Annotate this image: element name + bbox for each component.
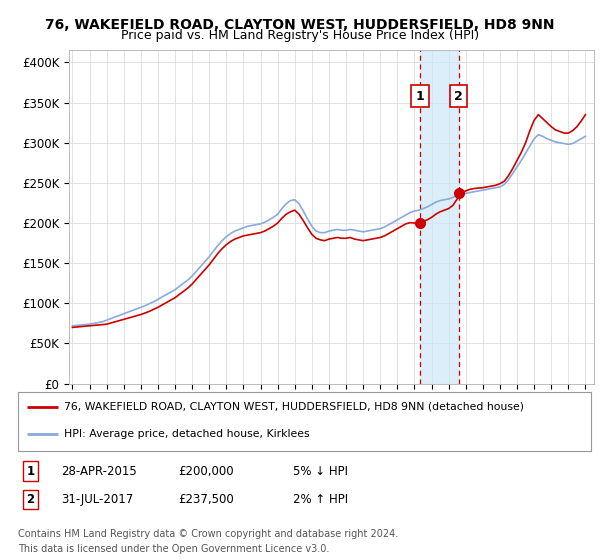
Text: 31-JUL-2017: 31-JUL-2017 [61, 493, 133, 506]
Bar [420, 50, 458, 384]
Text: 76, WAKEFIELD ROAD, CLAYTON WEST, HUDDERSFIELD, HD8 9NN (detached house): 76, WAKEFIELD ROAD, CLAYTON WEST, HUDDER… [64, 402, 524, 412]
Text: 1: 1 [416, 90, 424, 102]
Text: 2: 2 [26, 493, 35, 506]
Text: 5% ↓ HPI: 5% ↓ HPI [293, 465, 348, 478]
Text: This data is licensed under the Open Government Licence v3.0.: This data is licensed under the Open Gov… [18, 544, 329, 554]
Text: £200,000: £200,000 [178, 465, 234, 478]
Text: 2: 2 [454, 90, 463, 102]
Text: HPI: Average price, detached house, Kirklees: HPI: Average price, detached house, Kirk… [64, 430, 310, 440]
Text: 76, WAKEFIELD ROAD, CLAYTON WEST, HUDDERSFIELD, HD8 9NN: 76, WAKEFIELD ROAD, CLAYTON WEST, HUDDER… [45, 18, 555, 32]
Text: 1: 1 [26, 465, 35, 478]
Text: 28-APR-2015: 28-APR-2015 [61, 465, 137, 478]
Text: Price paid vs. HM Land Registry's House Price Index (HPI): Price paid vs. HM Land Registry's House … [121, 29, 479, 42]
Text: 2% ↑ HPI: 2% ↑ HPI [293, 493, 348, 506]
Text: £237,500: £237,500 [178, 493, 234, 506]
Text: Contains HM Land Registry data © Crown copyright and database right 2024.: Contains HM Land Registry data © Crown c… [18, 529, 398, 539]
